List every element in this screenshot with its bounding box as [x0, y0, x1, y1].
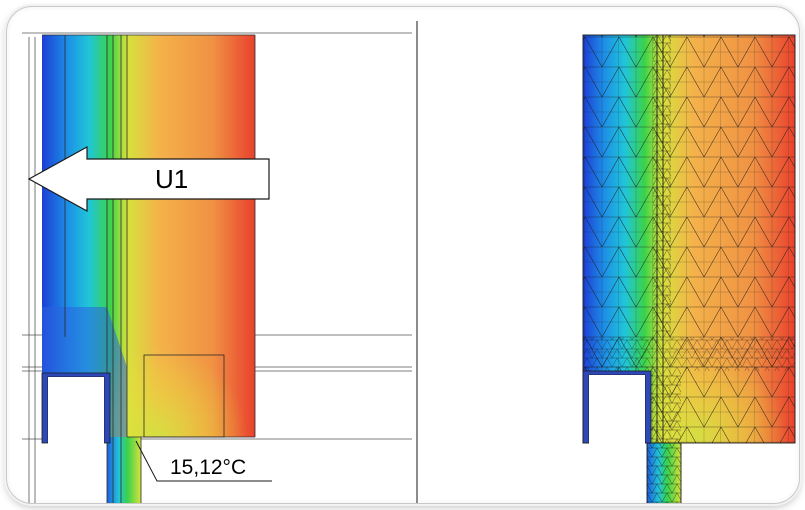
section-arrow: U1: [27, 145, 270, 213]
temperature-field-panel: U1 15,12°C: [22, 32, 412, 503]
mesh-fine-layer: [653, 35, 671, 337]
mesh-fine-stem: [647, 371, 681, 503]
channel-interior: [48, 377, 104, 447]
mesh-boundaries: [582, 34, 796, 503]
thermal-comparison-figure: U1 15,12°C: [22, 21, 796, 503]
section-label: U1: [155, 164, 188, 194]
mesh-channel-interior: [589, 375, 645, 447]
temperature-callout: 15,12°C: [135, 440, 272, 482]
cold-bridge-zone: [42, 307, 127, 437]
min-temperature-label: 15,12°C: [170, 456, 246, 479]
fe-mesh-panel: [582, 34, 796, 503]
image-frame: U1 15,12°C: [6, 6, 800, 504]
mesh-fine-joint: [583, 337, 795, 371]
slab-stem: [107, 437, 141, 503]
